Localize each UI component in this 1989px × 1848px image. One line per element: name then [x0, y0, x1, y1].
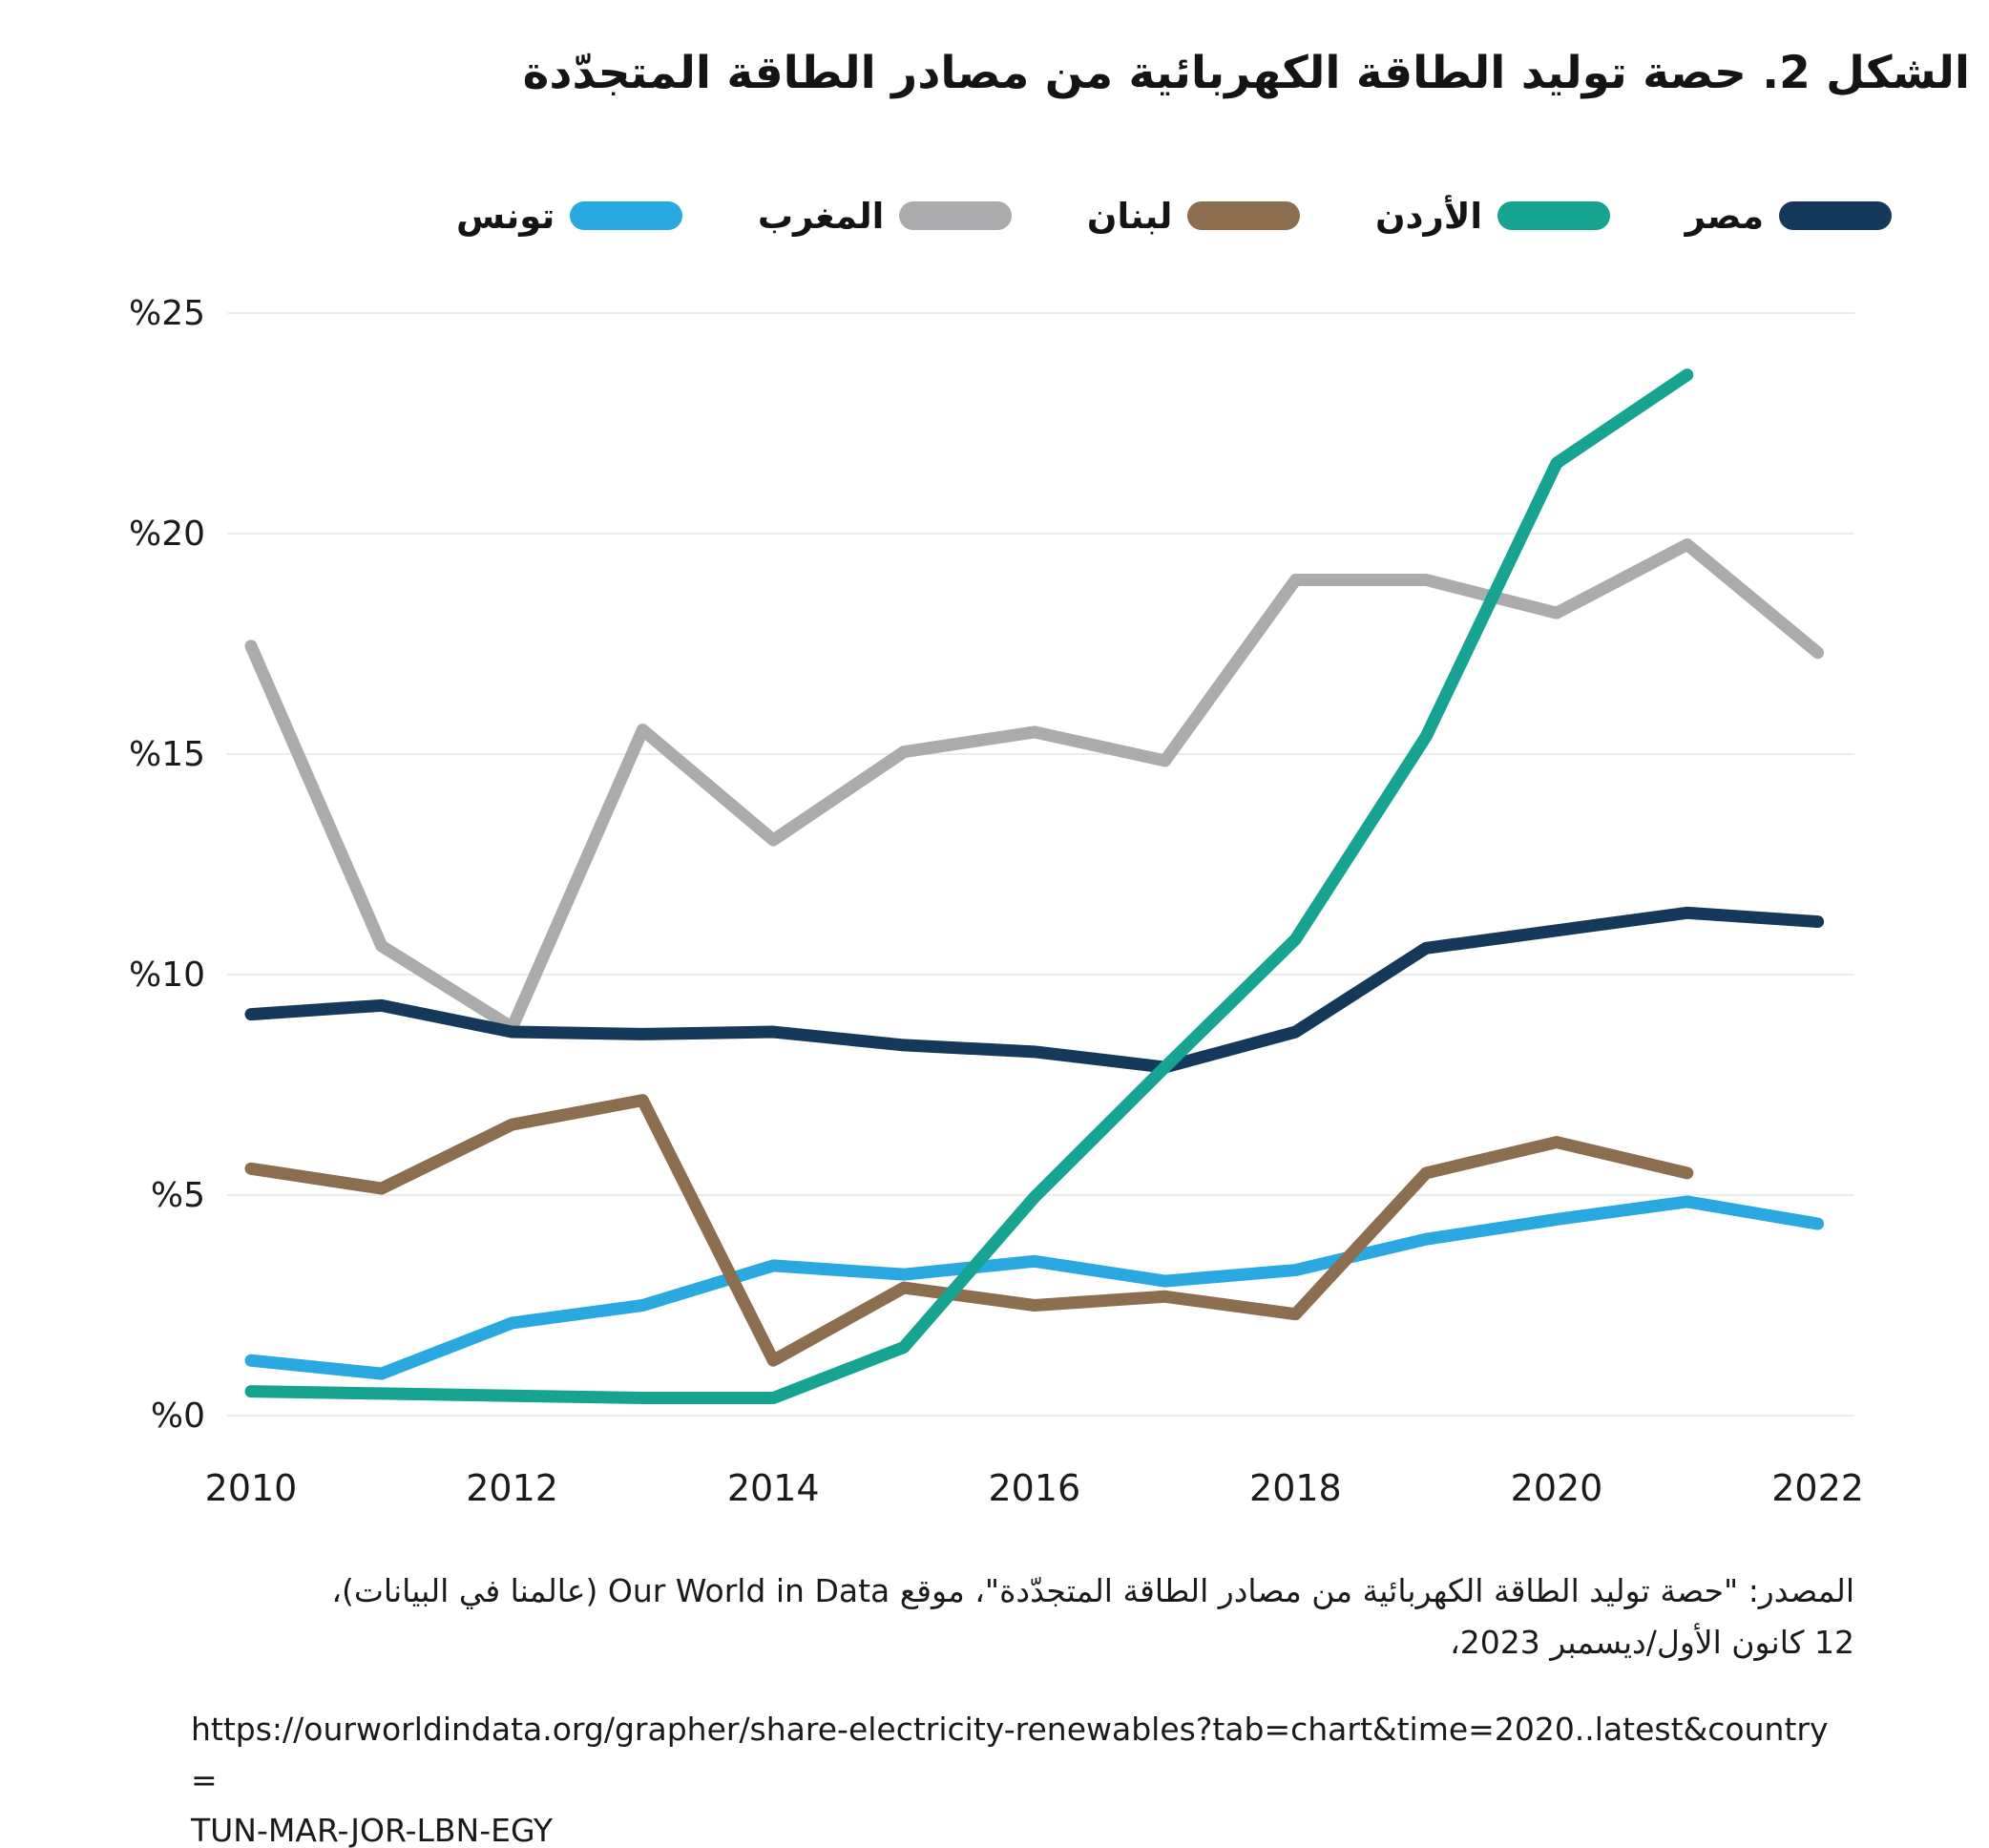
- footer-source-block: المصدر: "حصة توليد الطاقة الكهربائية من …: [143, 1565, 1854, 1670]
- x-tick-label-2020: 2020: [1511, 1467, 1603, 1509]
- series-line-jordan: [244, 368, 1694, 1405]
- legend-label-lebanon: لبنان: [1086, 195, 1173, 237]
- series-line-lebanon: [244, 1094, 1694, 1367]
- footer-url-block: https://ourworldindata.org/grapher/share…: [191, 1705, 1846, 1848]
- footer-url-line1: https://ourworldindata.org/grapher/share…: [191, 1711, 1829, 1798]
- series-line-egypt: [244, 906, 1825, 1074]
- legend-label-tunisia: تونس: [456, 195, 555, 237]
- series-line-tunisia: [244, 1195, 1825, 1380]
- footer-source-line: المصدر: "حصة توليد الطاقة الكهربائية من …: [331, 1572, 1854, 1609]
- legend-swatch-morocco: [899, 201, 1013, 230]
- legend-swatch-egypt: [1779, 201, 1892, 230]
- y-tick-label-10: %10: [129, 956, 205, 995]
- legend-swatch-tunisia: [570, 201, 683, 230]
- x-tick-label-2022: 2022: [1771, 1467, 1864, 1509]
- footer-url-line2: TUN-MAR-JOR-LBN-EGY: [191, 1811, 554, 1848]
- x-tick-label-2018: 2018: [1249, 1467, 1342, 1509]
- legend-item-lebanon: لبنان: [1070, 196, 1301, 237]
- legend-label-jordan: الأردن: [1374, 195, 1483, 237]
- legend-label-morocco: المغرب: [757, 195, 885, 237]
- x-tick-label-2012: 2012: [466, 1467, 558, 1509]
- y-tick-label-25: %25: [129, 294, 205, 333]
- x-tick-label-2014: 2014: [727, 1467, 820, 1509]
- y-tick-label-15: %15: [129, 735, 205, 774]
- x-tick-label-2016: 2016: [988, 1467, 1080, 1509]
- y-tick-label-20: %20: [129, 514, 205, 554]
- legend-item-egypt: مصر: [1668, 196, 1892, 237]
- legend-swatch-lebanon: [1187, 201, 1301, 230]
- legend-item-morocco: المغرب: [741, 195, 1013, 237]
- y-tick-label-5: %5: [151, 1176, 205, 1215]
- footer-date-line: 12 كانون الأول/ديسمبر 2023،: [1450, 1624, 1854, 1662]
- x-tick-label-2010: 2010: [205, 1467, 298, 1509]
- legend: مصر الأردن لبنان المغرب تونس: [439, 194, 1892, 238]
- legend-item-tunisia: تونس: [439, 195, 683, 237]
- page-title: الشكل 2. حصة توليد الطاقة الكهربائية من …: [522, 47, 1970, 99]
- legend-item-jordan: الأردن: [1358, 195, 1611, 237]
- y-tick-label-0: %0: [151, 1396, 205, 1436]
- series-line-morocco: [244, 538, 1825, 1034]
- legend-label-egypt: مصر: [1685, 195, 1764, 237]
- legend-swatch-jordan: [1497, 201, 1611, 230]
